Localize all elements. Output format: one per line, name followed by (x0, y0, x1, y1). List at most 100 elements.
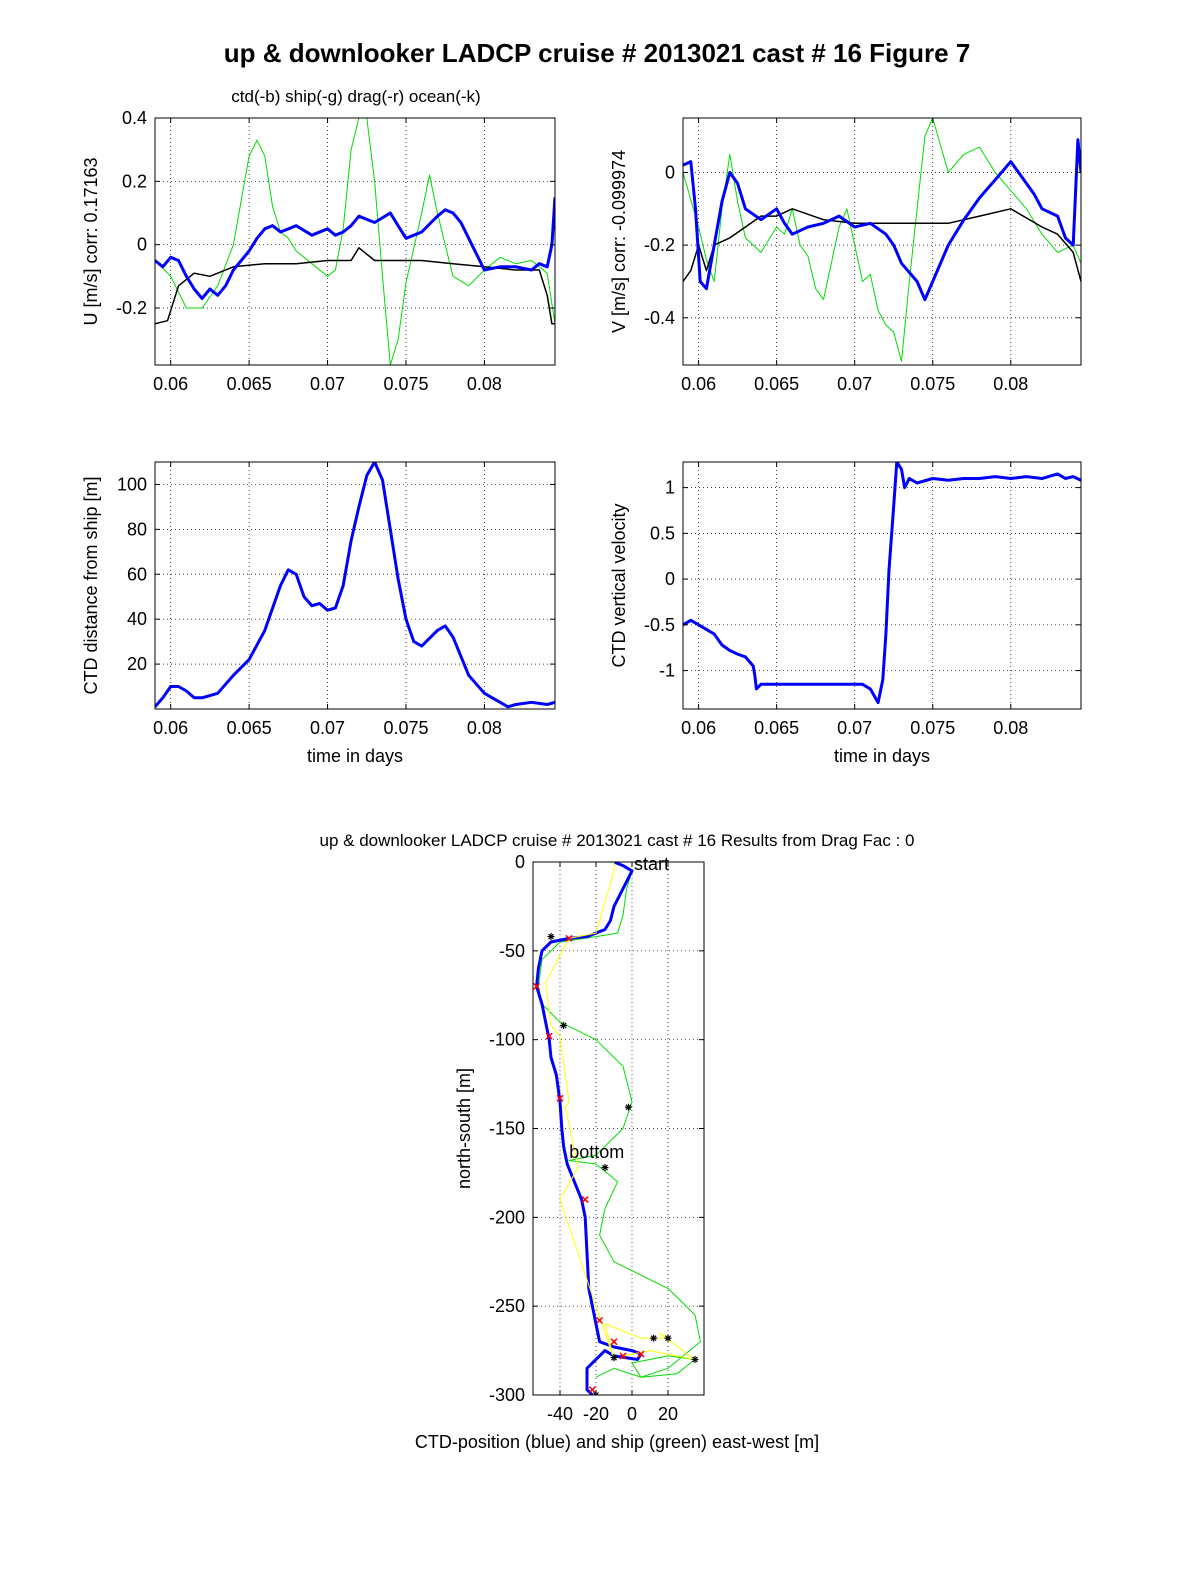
x-axis-label: time in days (307, 746, 403, 766)
x-tick-label: 0.08 (467, 374, 502, 394)
x-tick-label: 20 (658, 1404, 678, 1424)
x-tick-label: 0.06 (681, 718, 716, 738)
plot-area (155, 462, 555, 709)
y-axis-label: U [m/s] corr: 0.17163 (81, 157, 101, 325)
y-tick-label: 100 (117, 474, 147, 494)
y-tick-label: 0 (515, 852, 525, 872)
x-tick-label: 0.08 (993, 718, 1028, 738)
series-line-0 (155, 118, 555, 365)
drag-marker (556, 1094, 564, 1102)
drag-marker (565, 934, 573, 942)
x-axis-label: CTD-position (blue) and ship (green) eas… (415, 1432, 819, 1452)
drag-marker (637, 1350, 645, 1358)
series-line-0 (155, 462, 555, 709)
plot-area (683, 118, 1081, 365)
y-tick-label: 60 (127, 564, 147, 584)
series-line-0 (683, 462, 1081, 705)
ship-marker (560, 1021, 568, 1029)
x-tick-label: -20 (583, 1404, 609, 1424)
x-tick-label: 0 (627, 1404, 637, 1424)
y-tick-label: 80 (127, 519, 147, 539)
y-tick-label: 1 (665, 478, 675, 498)
x-tick-label: 0.065 (754, 374, 799, 394)
y-axis-label: V [m/s] corr: -0.099974 (609, 150, 629, 333)
x-tick-label: 0.08 (467, 718, 502, 738)
x-tick-label: 0.065 (754, 718, 799, 738)
y-tick-label: -0.2 (116, 298, 147, 318)
y-axis-label: CTD vertical velocity (609, 503, 629, 667)
x-axis-label: time in days (834, 746, 930, 766)
x-tick-label: 0.07 (310, 718, 345, 738)
y-tick-label: -150 (489, 1119, 525, 1139)
drag-marker (610, 1338, 618, 1346)
x-tick-label: 0.065 (227, 374, 272, 394)
y-tick-label: -0.4 (644, 308, 675, 328)
x-tick-label: 0.065 (227, 718, 272, 738)
x-tick-label: 0.06 (153, 374, 188, 394)
y-tick-label: 0 (137, 235, 147, 255)
chart-title: up & downlooker LADCP cruise # 2013021 c… (320, 831, 915, 850)
ship-marker (691, 1355, 699, 1363)
plot-series (683, 118, 1081, 362)
axes-box (682, 461, 1082, 710)
axes-box (682, 117, 1082, 366)
series-line-1 (683, 208, 1081, 282)
y-tick-label: -300 (489, 1385, 525, 1405)
chart-u: 0.06 0.065 0.07 0.075 0.08 0.4 0.2 0 -0.2 ctd(-b)… (81, 87, 556, 394)
x-tick-label: -40 (547, 1404, 573, 1424)
y-tick-label: 40 (127, 609, 147, 629)
x-tick-label: 0.075 (383, 374, 428, 394)
y-tick-label: -250 (489, 1296, 525, 1316)
y-axis-label: CTD distance from ship [m] (81, 476, 101, 694)
chart-w: 0.06 0.065 0.07 0.075 0.08 1 0.5 0 -0.5 -1 time in… (609, 461, 1082, 766)
x-tick-label: 0.075 (383, 718, 428, 738)
drag-marker (581, 1196, 589, 1204)
chart-title: ctd(-b) ship(-g) drag(-r) ocean(-k) (231, 87, 480, 106)
plot-series (683, 462, 1081, 705)
ship-marker (624, 1103, 632, 1111)
x-tick-label: 0.06 (153, 718, 188, 738)
plot-area (683, 462, 1081, 709)
y-tick-label: 0 (665, 569, 675, 589)
x-tick-label: 0.06 (681, 374, 716, 394)
y-tick-label: -200 (489, 1207, 525, 1227)
ship-marker (610, 1354, 618, 1362)
series-line-2 (155, 197, 555, 300)
x-tick-label: 0.07 (837, 718, 872, 738)
figure-title: up & downlooker LADCP cruise # 2013021 c… (224, 38, 971, 68)
x-tick-label: 0.075 (910, 718, 955, 738)
y-tick-label: 20 (127, 654, 147, 674)
x-tick-label: 0.075 (910, 374, 955, 394)
ship-marker (650, 1334, 658, 1342)
plot-series (155, 462, 555, 709)
axes-box (154, 117, 556, 366)
x-tick-label: 0.07 (310, 374, 345, 394)
x-tick-label: 0.08 (993, 374, 1028, 394)
plot-series (155, 118, 555, 365)
series-line-0 (683, 118, 1081, 362)
annotation-start: start (634, 854, 669, 874)
drag-marker (619, 1352, 627, 1360)
plot-area (155, 118, 555, 365)
series-line-2 (683, 138, 1081, 302)
drag-marker (596, 1316, 604, 1324)
chart-dist: 0.06 0.065 0.07 0.075 0.08 100 80 60 40 20 time in… (81, 461, 556, 766)
chart-v: 0.06 0.065 0.07 0.075 0.08 0 -0.2 -0.4 V [m/s] c… (609, 117, 1082, 394)
drag-marker (588, 1386, 596, 1394)
plot-series (533, 862, 701, 1395)
drag-marker (533, 982, 541, 990)
ship-marker (547, 933, 555, 941)
y-tick-label: 0.2 (122, 171, 147, 191)
axes-box (154, 461, 556, 710)
y-tick-label: 0.4 (122, 108, 147, 128)
series-line-0 (537, 862, 701, 1378)
y-tick-label: -50 (499, 941, 525, 961)
y-tick-label: 0 (665, 162, 675, 182)
y-axis-label: north-south [m] (454, 1068, 474, 1189)
ship-marker (601, 1164, 609, 1172)
y-tick-label: -100 (489, 1030, 525, 1050)
y-tick-label: -0.2 (644, 235, 675, 255)
y-tick-label: -1 (659, 661, 675, 681)
